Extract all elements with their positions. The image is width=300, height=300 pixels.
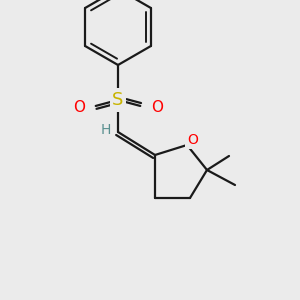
Text: O: O	[73, 100, 85, 115]
Text: H: H	[101, 123, 111, 137]
Text: S: S	[112, 91, 124, 109]
Text: O: O	[188, 133, 198, 147]
Text: O: O	[151, 100, 163, 115]
